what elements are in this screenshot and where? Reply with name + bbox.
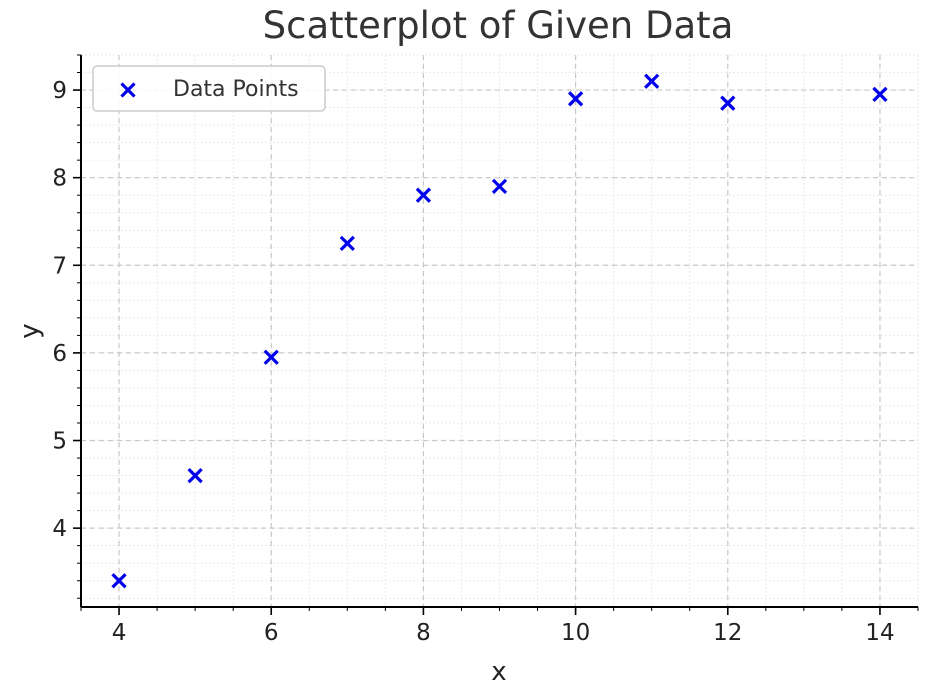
y-tick-label: 7 xyxy=(52,253,67,279)
x-tick-label: 4 xyxy=(112,620,127,646)
x-tick-label: 12 xyxy=(713,620,742,646)
legend: Data Points xyxy=(92,65,326,112)
x-tick-label: 6 xyxy=(264,620,279,646)
x-tick-label: 10 xyxy=(561,620,590,646)
y-tick-label: 5 xyxy=(52,429,67,455)
data-point xyxy=(263,349,279,365)
tick-labels: 4 6 8 10 12 14 4 5 6 7 8 9 xyxy=(52,78,894,646)
data-point xyxy=(872,86,888,103)
data-points xyxy=(111,73,888,589)
data-point xyxy=(187,467,203,484)
legend-label: Data Points xyxy=(173,77,299,102)
data-point xyxy=(111,573,127,589)
data-point xyxy=(339,235,355,252)
legend-box xyxy=(92,65,326,112)
y-tick-label: 9 xyxy=(52,78,67,104)
grid xyxy=(80,54,919,607)
data-point xyxy=(644,73,660,89)
data-point xyxy=(415,187,432,203)
legend-x-marker xyxy=(120,82,136,98)
x-tick-label: 14 xyxy=(865,620,894,646)
y-axis-label: y xyxy=(15,323,45,338)
data-point xyxy=(567,91,584,107)
legend-marker-icon xyxy=(120,82,136,98)
y-tick-label: 8 xyxy=(52,166,67,192)
chart-title: Scatterplot of Given Data xyxy=(263,4,734,47)
y-tick-label: 6 xyxy=(52,341,67,367)
x-axis-label: x xyxy=(491,657,506,685)
data-point xyxy=(720,95,736,111)
data-point xyxy=(491,178,508,195)
x-tick-label: 8 xyxy=(416,620,431,646)
y-tick-label: 4 xyxy=(52,516,67,542)
axes xyxy=(73,54,919,615)
